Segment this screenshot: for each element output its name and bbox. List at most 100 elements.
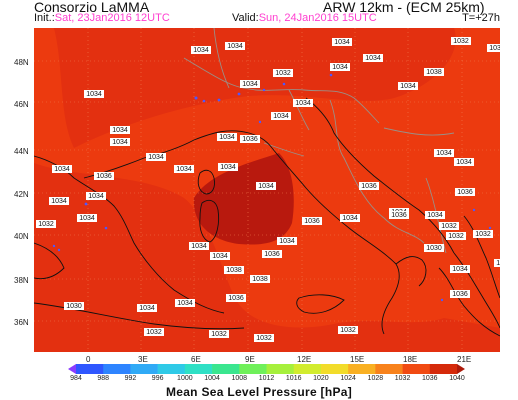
isobar-label-text: 1032: [211, 331, 227, 338]
isobar-label: 1032: [273, 69, 293, 77]
isobar-label-text: 1030: [66, 303, 82, 310]
isobar-label-box: [332, 38, 352, 46]
isobar-label: 1036: [359, 182, 379, 190]
valid-value: Sun, 24Jan2016 15UTC: [258, 12, 377, 24]
isobar-label-box: [84, 90, 104, 98]
isobar-label: 1034: [434, 149, 454, 157]
lat-label-46n: 46N: [14, 100, 29, 109]
colorbar-level-label: 1020: [313, 375, 329, 382]
isobar-label-box: [450, 290, 470, 298]
isobar-label: 1036: [262, 250, 282, 258]
isobar-label: 1034: [191, 46, 211, 54]
isobar-label: 1032: [144, 328, 164, 336]
colorbar-swatch: [457, 364, 465, 374]
isobar-label-text: 1030: [426, 245, 442, 252]
isobar-label-text: 1034: [112, 127, 128, 134]
isobar-label-box: [175, 299, 195, 307]
isobar-label: 1036: [450, 290, 470, 298]
colorbar-level-label: 1040: [449, 375, 465, 382]
isobar-label-text: 1034: [279, 238, 295, 245]
isobar-label-box: [225, 42, 245, 50]
isobar-label-box: [226, 294, 246, 302]
isobar-label-box: [338, 326, 358, 334]
lon-label-0: 0: [86, 355, 91, 364]
colorbar-swatch: [76, 364, 104, 374]
isobar-label-box: [359, 182, 379, 190]
isobar-label-box: [451, 37, 471, 45]
isobar-label-text: 1034: [334, 39, 350, 46]
isobar-label-box: [450, 265, 470, 273]
isobar-label-text: 1032: [448, 233, 464, 240]
isobar-label-box: [424, 244, 444, 252]
isobar-label-box: [439, 222, 459, 230]
colorbar-swatch: [429, 364, 458, 374]
isobar-label-box: [209, 330, 229, 338]
isobar-label-text: 1036: [264, 251, 280, 258]
isobar-label-text: 1034: [456, 159, 472, 166]
isobar-label-box: [277, 237, 297, 245]
isobar-label: 1034: [398, 82, 418, 90]
isobar-label-text: 1034: [295, 100, 311, 107]
isobar-label: 1034: [332, 38, 352, 46]
isobar-label-text: 1034: [436, 150, 452, 157]
pressure-map: 1034 1034 1034 1032 1034 1034 1032 1034 1034 1034…: [34, 28, 500, 352]
isobar-label-box: [330, 63, 350, 71]
isobar-label-text: 1036: [457, 189, 473, 196]
lon-label-6e: 6E: [191, 355, 201, 364]
isobar-label-box: [240, 135, 260, 143]
isobar-label: 1034: [217, 133, 237, 141]
isobar-label-box: [425, 211, 445, 219]
isobar-label-box: [94, 172, 114, 180]
isobar-label: 1038: [250, 275, 270, 283]
isobar-label-box: [262, 250, 282, 258]
isobar-label: 1034: [363, 54, 383, 62]
isobar-label-text: 1038: [426, 69, 442, 76]
isobar-label: 1034: [425, 211, 445, 219]
isobar-label-box: [454, 158, 474, 166]
lon-label-21e: 21E: [457, 355, 472, 364]
colorbar-swatch: [348, 364, 376, 374]
isobar-label-text: 1032: [146, 329, 162, 336]
lat-label-36n: 36N: [14, 318, 29, 327]
isobar-label-text: 1032: [38, 221, 54, 228]
isobar-label-text: 1034: [79, 215, 95, 222]
lat-label-44n: 44N: [14, 147, 29, 156]
organization-title: Consorzio LaMMA: [34, 0, 150, 15]
lon-label-18e: 18E: [403, 355, 418, 364]
isobar-label: 1034: [84, 90, 104, 98]
isobar-label-box: [455, 188, 475, 196]
isobar-label: 1034: [77, 214, 97, 222]
isobar-label: 1034: [293, 99, 313, 107]
isobar-label: 1038: [224, 266, 244, 274]
isobar-label: 1034: [175, 299, 195, 307]
isobar-label-text: 1032: [475, 231, 491, 238]
isobar-label-box: [389, 211, 409, 219]
isobar-label-box: [64, 302, 84, 310]
isobar-label: 1032: [451, 37, 471, 45]
isobar-label-text: 1034: [54, 166, 70, 173]
isobar-label-text: 1034: [112, 139, 128, 146]
isobar-label-text: 1032: [453, 38, 469, 45]
isobar-label: 1034: [450, 265, 470, 273]
isobar-label: 1030: [494, 259, 500, 267]
isobar-label-text: 1034: [86, 91, 102, 98]
isobar-label-box: [110, 126, 130, 134]
lon-label-3e: 3E: [138, 355, 148, 364]
isobar-label: 1036: [226, 294, 246, 302]
colorbar-level-label: 1004: [204, 375, 220, 382]
colorbar-level-label: 1000: [177, 375, 193, 382]
isobar-label-box: [144, 328, 164, 336]
lat-label-38n: 38N: [14, 276, 29, 285]
isobar-label-text: 1034: [365, 55, 381, 62]
isobar-label-box: [250, 275, 270, 283]
isobar-label: 1034: [174, 165, 194, 173]
isobar-label-box: [36, 220, 56, 228]
isobar-label: 1036: [455, 188, 475, 196]
isobar-label: 1032: [254, 334, 274, 342]
isobar-label: 1034: [277, 237, 297, 245]
lat-label-40n: 40N: [14, 232, 29, 241]
isobar-labels: 1034 1034 1034 1032 1034 1034 1032 1034 1034 1034…: [36, 37, 500, 342]
colorbar-level-label: 1012: [258, 375, 275, 382]
isobar-label-box: [398, 82, 418, 90]
isobar-label-box: [86, 192, 106, 200]
